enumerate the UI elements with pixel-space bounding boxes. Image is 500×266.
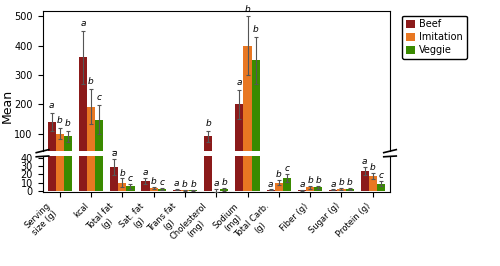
Bar	[150, 188, 158, 191]
Text: Mean: Mean	[1, 89, 14, 123]
Text: a: a	[142, 168, 148, 177]
Bar	[346, 189, 354, 191]
Text: b: b	[120, 169, 125, 178]
Text: b: b	[316, 176, 321, 185]
Bar	[368, 157, 377, 163]
Text: b: b	[244, 5, 250, 14]
Legend: Beef, Imitation, Veggie: Beef, Imitation, Veggie	[402, 15, 467, 59]
Bar	[346, 162, 354, 163]
Text: a: a	[174, 180, 180, 189]
Bar	[275, 160, 283, 163]
Bar	[220, 189, 228, 191]
Bar	[283, 178, 291, 191]
Bar	[314, 162, 322, 163]
Text: a: a	[80, 19, 86, 28]
Text: a: a	[236, 78, 242, 87]
Bar	[244, 0, 252, 191]
Bar	[79, 0, 87, 191]
Bar	[338, 162, 345, 163]
Text: b: b	[151, 177, 156, 186]
Bar	[283, 158, 291, 163]
Bar	[306, 188, 314, 191]
Bar	[48, 122, 56, 163]
Bar	[95, 119, 103, 163]
Bar	[118, 182, 126, 191]
Bar	[79, 57, 87, 163]
Bar	[266, 190, 275, 191]
Text: c: c	[96, 93, 102, 102]
Text: b: b	[182, 180, 188, 189]
Bar	[158, 162, 166, 163]
Text: c: c	[378, 172, 384, 181]
Text: b: b	[190, 180, 196, 189]
Bar	[95, 70, 103, 191]
Text: c: c	[128, 174, 133, 183]
Bar	[142, 181, 150, 191]
Bar	[64, 117, 72, 191]
Text: b: b	[205, 119, 211, 128]
Text: b: b	[276, 170, 281, 179]
Bar	[338, 189, 345, 191]
Bar	[56, 109, 64, 191]
Bar	[360, 171, 368, 191]
Bar	[204, 117, 212, 191]
Text: b: b	[370, 163, 376, 172]
Bar	[172, 190, 181, 191]
Text: b: b	[88, 77, 94, 86]
Text: c: c	[160, 178, 164, 187]
Bar	[181, 190, 189, 191]
Text: a: a	[362, 157, 368, 166]
Bar	[252, 60, 260, 163]
Text: a: a	[49, 101, 54, 110]
Bar	[360, 156, 368, 163]
Text: b: b	[338, 178, 344, 188]
Bar	[252, 0, 260, 191]
Bar	[368, 176, 377, 191]
Bar	[204, 136, 212, 163]
Bar	[236, 27, 244, 191]
Bar	[48, 76, 56, 191]
Bar	[377, 160, 385, 163]
Bar	[314, 188, 322, 191]
Bar	[118, 160, 126, 163]
Bar	[298, 190, 306, 191]
Bar	[126, 161, 134, 163]
Bar	[158, 189, 166, 191]
Text: a: a	[112, 149, 117, 158]
Text: a: a	[300, 180, 305, 189]
Bar	[56, 134, 64, 163]
Text: a: a	[330, 180, 336, 189]
Bar	[126, 186, 134, 191]
Bar	[64, 136, 72, 163]
Bar	[142, 159, 150, 163]
Text: a: a	[268, 180, 274, 189]
Text: b: b	[65, 119, 70, 128]
Text: c: c	[284, 164, 290, 173]
Bar	[87, 107, 95, 163]
Text: a: a	[214, 179, 219, 188]
Bar	[330, 190, 338, 191]
Bar	[150, 162, 158, 163]
Bar	[110, 167, 118, 191]
Text: b: b	[222, 178, 228, 188]
Text: b: b	[253, 25, 258, 34]
Bar	[110, 154, 118, 163]
Bar	[236, 104, 244, 163]
Bar	[87, 34, 95, 191]
Bar	[377, 184, 385, 191]
Bar	[306, 162, 314, 163]
Bar	[275, 182, 283, 191]
Text: b: b	[308, 176, 313, 185]
Bar	[244, 46, 252, 163]
Text: b: b	[57, 116, 62, 125]
Text: b: b	[346, 178, 352, 188]
